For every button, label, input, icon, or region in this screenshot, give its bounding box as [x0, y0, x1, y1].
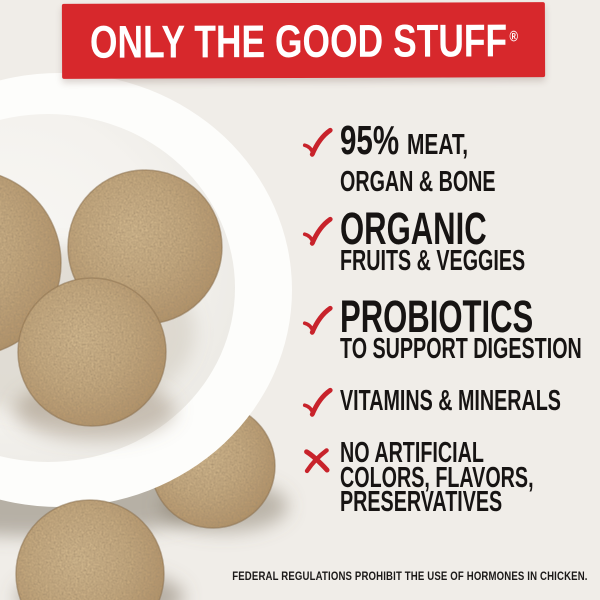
check-icon: [302, 216, 333, 246]
item-subtitle: TO SUPPORT DIGESTION: [340, 333, 582, 365]
check-icon: [302, 305, 333, 335]
patty: [17, 277, 167, 427]
banner-label: ONLY THE GOOD STUFF ®: [89, 13, 517, 68]
banner-text: ONLY THE GOOD STUFF: [89, 13, 507, 68]
item-subtitle: FRUITS & VEGGIES: [340, 245, 526, 277]
checklist-item-no-artificial: NO ARTIFICIAL COLORS, FLAVORS, PRESERVAT…: [302, 437, 600, 518]
checklist-item-organic: ORGANIC FRUITS & VEGGIES: [302, 203, 600, 277]
patties-in-bowl: [0, 169, 223, 427]
checklist-item-meat: 95% MEAT, ORGAN & BONE: [302, 117, 569, 198]
patty: [15, 499, 165, 600]
check-icon: [302, 127, 333, 157]
footnote: FEDERAL REGULATIONS PROHIBIT THE USE OF …: [232, 569, 588, 583]
checklist-item-vitamins: VITAMINS & MINERALS: [302, 385, 600, 419]
bowl-photo: [0, 73, 292, 600]
item-line: PRESERVATIVES: [340, 486, 503, 518]
banner: ONLY THE GOOD STUFF ®: [61, 2, 546, 79]
item-line: COLORS, FLAVORS,: [340, 461, 534, 494]
item-subtitle: ORGAN & BONE: [340, 166, 496, 198]
registered-mark-icon: ®: [508, 27, 518, 45]
item-title: PROBIOTICS: [340, 291, 534, 342]
item-title: VITAMINS & MINERALS: [340, 385, 561, 417]
check-icon: [302, 387, 333, 417]
item-title: 95% MEAT,: [340, 117, 469, 163]
item-line: NO ARTIFICIAL: [340, 437, 484, 469]
cross-icon: [304, 448, 330, 474]
item-title: ORGANIC: [340, 203, 487, 254]
checklist-item-probiotics: PROBIOTICS TO SUPPORT DIGESTION: [302, 291, 600, 365]
